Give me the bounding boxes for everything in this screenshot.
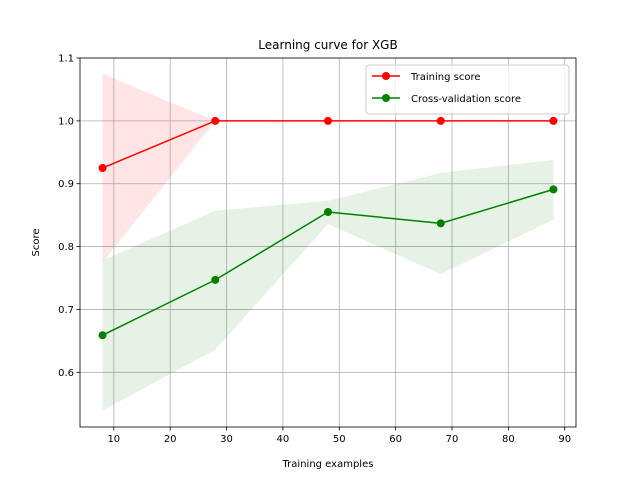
legend-label-cross-validation: Cross-validation score [411,94,521,105]
legend: Training score Cross-validation score [365,64,570,115]
y-tick-label: 1.1 [58,54,74,65]
point-training-score [436,116,445,125]
legend-marker-training [382,72,390,80]
point-cross-validation-score [98,331,107,340]
y-tick-label: 0.6 [58,368,74,379]
x-tick-label: 80 [502,434,515,445]
y-tick-label: 0.8 [58,242,74,253]
x-tick-label: 30 [220,434,233,445]
legend-box [365,64,570,115]
x-tick-label: 50 [333,434,346,445]
y-tick-label: 1.0 [58,116,74,127]
x-tick-label: 60 [389,434,402,445]
point-training-score [98,164,107,173]
chart-title: Learning curve for XGB [258,38,397,52]
point-training-score [549,116,558,125]
band-training-score [102,73,554,263]
x-axis-label: Training examples [282,459,374,470]
series-lines [98,116,558,340]
y-tick-label: 0.9 [58,179,74,190]
x-tick-label: 90 [558,434,571,445]
y-tick-label: 0.7 [58,305,74,316]
plot-frame [79,57,577,428]
x-tick-label: 40 [277,434,290,445]
point-training-score [211,116,220,125]
point-cross-validation-score [436,219,445,228]
point-cross-validation-score [549,185,558,194]
point-training-score [324,116,332,125]
point-cross-validation-score [211,275,220,284]
x-tick-label: 20 [164,434,177,445]
x-tick-label: 70 [446,434,459,445]
axes: 10 20 30 40 50 60 70 80 90 0.6 0.7 0.8 0.9 1.0 1.1 [58,54,571,446]
x-tick-label: 10 [107,434,120,445]
legend-marker-cross-validation [382,94,390,102]
point-cross-validation-score [324,208,332,217]
y-axis-label: Score [31,228,42,256]
legend-label-training: Training score [410,72,481,83]
